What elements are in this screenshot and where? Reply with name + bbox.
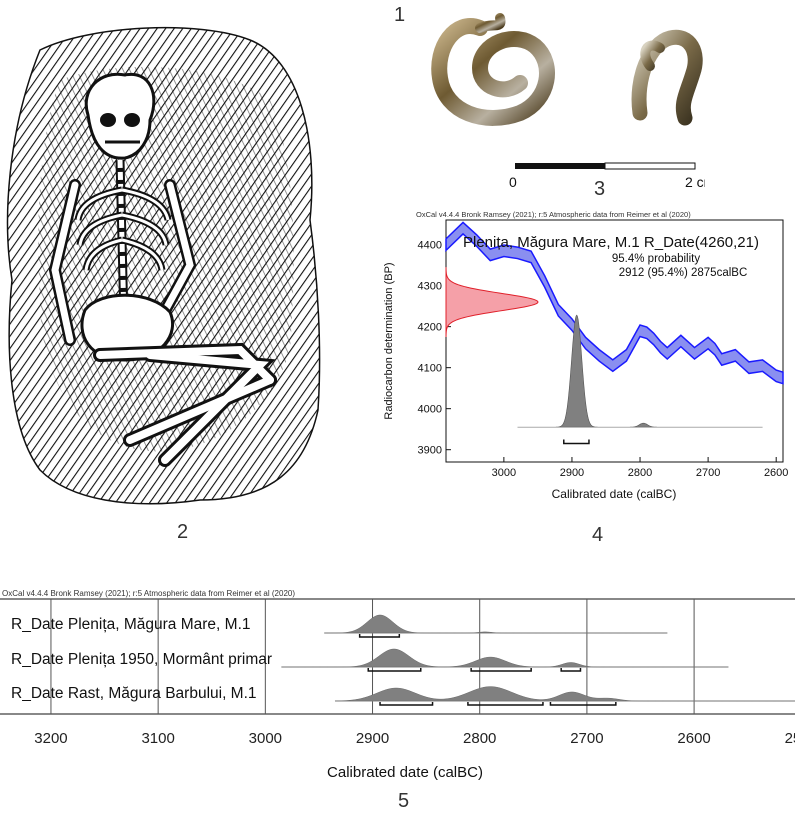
range-bracket [467, 702, 544, 706]
x-tick-label: 2700 [570, 730, 603, 747]
calibration-annotation-range: 2912 (95.4%) 2875calBC [619, 267, 748, 279]
panel-number-1: 1 [394, 4, 406, 26]
spiral-ring-2-icon [631, 29, 703, 126]
panel-number-5: 5 [398, 790, 410, 812]
panel-number-3: 3 [594, 178, 606, 200]
multiplot-x-axis-label: Calibrated date (calBC) [327, 764, 483, 781]
range-bracket [379, 702, 434, 706]
y-tick-label: 3900 [418, 445, 442, 457]
multiplot-chart: OxCal v4.4.4 Bronk Ramsey (2021); r:5 At… [0, 589, 795, 781]
range-bracket [563, 439, 590, 445]
scale-bar-end-label: 2 cm [685, 174, 705, 190]
spiral-rings-photo [431, 13, 703, 126]
x-tick-label: 2700 [696, 467, 720, 479]
posterior-distribution [334, 686, 795, 702]
x-tick-label: 3200 [34, 730, 67, 747]
row-label: R_Date Plenița, Măgura Mare, M.1 [11, 616, 251, 633]
x-tick-label: 2800 [463, 730, 496, 747]
y-tick-label: 4000 [418, 404, 442, 416]
x-tick-label: 3100 [141, 730, 174, 747]
panel-number-2: 2 [177, 521, 189, 543]
y-tick-label: 4200 [418, 322, 442, 334]
calibration-x-axis-label: Calibrated date (calBC) [552, 487, 677, 501]
burial-skeleton-drawing [6, 26, 321, 505]
panel-number-4: 4 [592, 524, 604, 546]
x-tick-label: 3000 [492, 467, 516, 479]
calibration-curve-band [445, 221, 784, 385]
x-tick-label: 2900 [356, 730, 389, 747]
scale-bar: 0 2 cm [509, 162, 705, 190]
posterior-distribution [517, 314, 763, 428]
calibration-y-axis-label: Radiocarbon determination (BP) [383, 262, 395, 419]
scale-bar-start-label: 0 [509, 174, 517, 190]
posterior-distribution [281, 648, 729, 668]
x-tick-label: 2800 [628, 467, 652, 479]
range-bracket [367, 668, 422, 672]
x-tick-label: 2600 [764, 467, 788, 479]
multiplot-chart-header: OxCal v4.4.4 Bronk Ramsey (2021); r:5 At… [2, 589, 295, 598]
range-bracket [549, 702, 617, 706]
x-tick-label: 2600 [677, 730, 710, 747]
calibration-plot-frame [445, 219, 784, 463]
calibration-chart-title: Plenița, Măgura Mare, M.1 R_Date(4260,21… [463, 234, 759, 251]
range-bracket [358, 634, 401, 638]
spiral-ring-1-icon [431, 13, 555, 126]
x-tick-label: 2900 [560, 467, 584, 479]
radiocarbon-determination-distribution [445, 267, 539, 337]
y-tick-label: 4400 [418, 240, 442, 252]
range-bracket [470, 668, 532, 672]
x-tick-label: 3000 [249, 730, 282, 747]
y-tick-label: 4300 [418, 281, 442, 293]
row-label: R_Date Rast, Măgura Barbului, M.1 [11, 685, 257, 702]
calibration-chart: OxCal v4.4.4 Bronk Ramsey (2021); r:5 At… [383, 210, 788, 501]
y-tick-label: 4100 [418, 363, 442, 375]
row-label: R_Date Plenița 1950, Mormânt primar [11, 651, 272, 668]
calibration-chart-header: OxCal v4.4.4 Bronk Ramsey (2021); r:5 At… [416, 210, 691, 219]
x-tick-label: 2500 [785, 730, 795, 747]
range-bracket [560, 668, 582, 672]
calibration-annotation-probability: 95.4% probability [612, 253, 700, 265]
posterior-distribution [324, 614, 668, 634]
